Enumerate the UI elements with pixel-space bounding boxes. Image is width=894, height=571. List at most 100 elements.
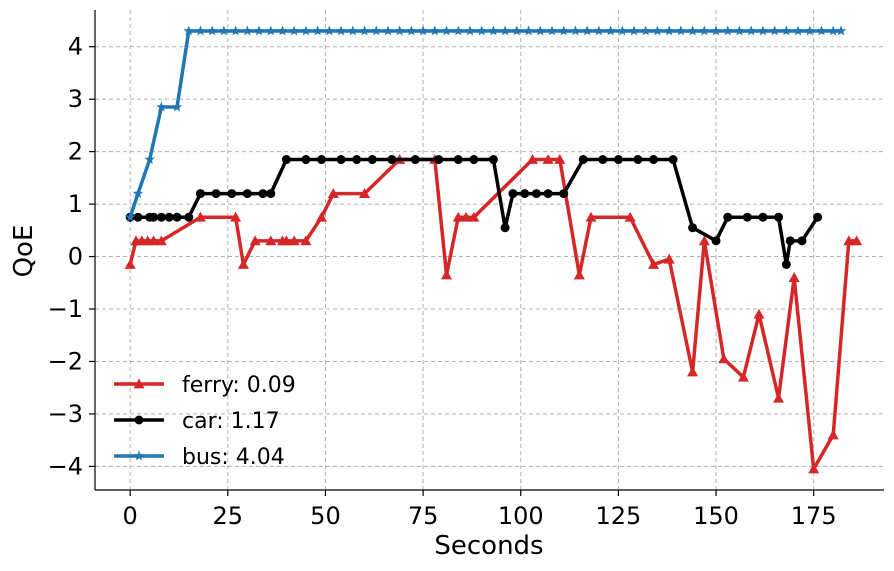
data-point [804, 25, 816, 36]
data-point [359, 188, 371, 199]
legend-marker [134, 415, 144, 425]
data-point [554, 154, 566, 164]
data-point [808, 463, 820, 474]
data-point [613, 155, 623, 165]
data-point [816, 25, 827, 36]
legend-item: ferry: 0.09 [114, 373, 296, 398]
data-point [593, 25, 605, 36]
data-point [687, 366, 699, 377]
data-point [835, 25, 847, 36]
data-point [265, 235, 277, 246]
data-point [387, 155, 397, 165]
data-point [144, 154, 155, 164]
data-point [164, 212, 174, 222]
data-point [663, 25, 675, 36]
x-ticks: 0 25 50 75 100 125 150 175 [123, 490, 837, 530]
data-point [737, 371, 749, 382]
data-point [581, 25, 593, 36]
data-point [249, 235, 261, 246]
series-2 [124, 25, 847, 222]
data-point [578, 155, 588, 165]
data-point [230, 211, 242, 222]
data-point [172, 212, 182, 222]
data-point [242, 25, 253, 36]
x-tick-label: 75 [408, 502, 439, 530]
data-point [617, 25, 628, 36]
data-point [570, 25, 581, 36]
data-point [434, 155, 444, 165]
data-point [753, 308, 765, 319]
x-tick-label: 150 [693, 502, 739, 530]
data-point [453, 25, 464, 36]
data-point [559, 189, 569, 199]
data-point [429, 25, 441, 36]
data-point [230, 25, 241, 36]
data-point [132, 188, 144, 199]
legend-item: car: 1.17 [114, 409, 280, 434]
data-point [605, 25, 616, 36]
data-point [758, 212, 768, 222]
data-point [843, 235, 855, 246]
data-point [469, 155, 479, 165]
data-point [499, 25, 511, 36]
data-point [774, 212, 784, 222]
data-point [149, 212, 159, 222]
data-point [327, 188, 339, 199]
data-point [827, 25, 839, 36]
data-point [769, 25, 780, 36]
data-point [649, 155, 659, 165]
data-point [227, 189, 237, 199]
data-point [698, 235, 710, 246]
legend: ferry: 0.09 car: 1.17 bus: 4.04 [114, 373, 296, 470]
y-tick-label: 2 [68, 138, 83, 166]
data-point [652, 25, 663, 36]
data-point [628, 25, 640, 36]
data-point [711, 236, 721, 246]
data-point [468, 211, 480, 222]
data-point [813, 212, 823, 222]
data-point [633, 155, 643, 165]
x-axis-label: Seconds [434, 531, 543, 561]
data-point [785, 236, 795, 246]
data-point [734, 25, 745, 36]
data-point [410, 155, 420, 165]
y-tick-label: 3 [68, 85, 83, 113]
data-point [788, 272, 800, 282]
y-tick-label: −4 [48, 452, 83, 480]
data-point [523, 25, 534, 36]
data-point [464, 25, 476, 36]
data-point [277, 25, 288, 36]
legend-label: ferry: 0.09 [182, 373, 296, 398]
series-1 [125, 155, 823, 269]
data-point [394, 25, 405, 36]
data-point [194, 211, 206, 222]
data-point [668, 155, 678, 165]
x-tick-label: 175 [791, 502, 837, 530]
data-point [206, 25, 218, 36]
data-point [699, 25, 710, 36]
data-point [242, 189, 252, 199]
legend-marker [133, 450, 145, 461]
data-point [663, 253, 675, 264]
data-point [543, 189, 553, 199]
data-point [266, 189, 276, 199]
x-tick-label: 50 [310, 502, 341, 530]
data-point [742, 212, 752, 222]
data-point [710, 25, 722, 36]
data-point [382, 25, 394, 36]
data-point [624, 211, 636, 222]
x-tick-label: 0 [123, 502, 138, 530]
data-point [280, 235, 292, 246]
data-point [281, 155, 291, 165]
data-point [324, 25, 335, 36]
y-tick-label: −2 [48, 347, 83, 375]
data-point [258, 189, 268, 199]
data-point [155, 235, 167, 246]
data-point [336, 155, 346, 165]
data-point [184, 212, 194, 222]
series-line [128, 29, 842, 218]
data-point [300, 25, 312, 36]
data-point [508, 189, 518, 199]
data-point [648, 258, 660, 269]
